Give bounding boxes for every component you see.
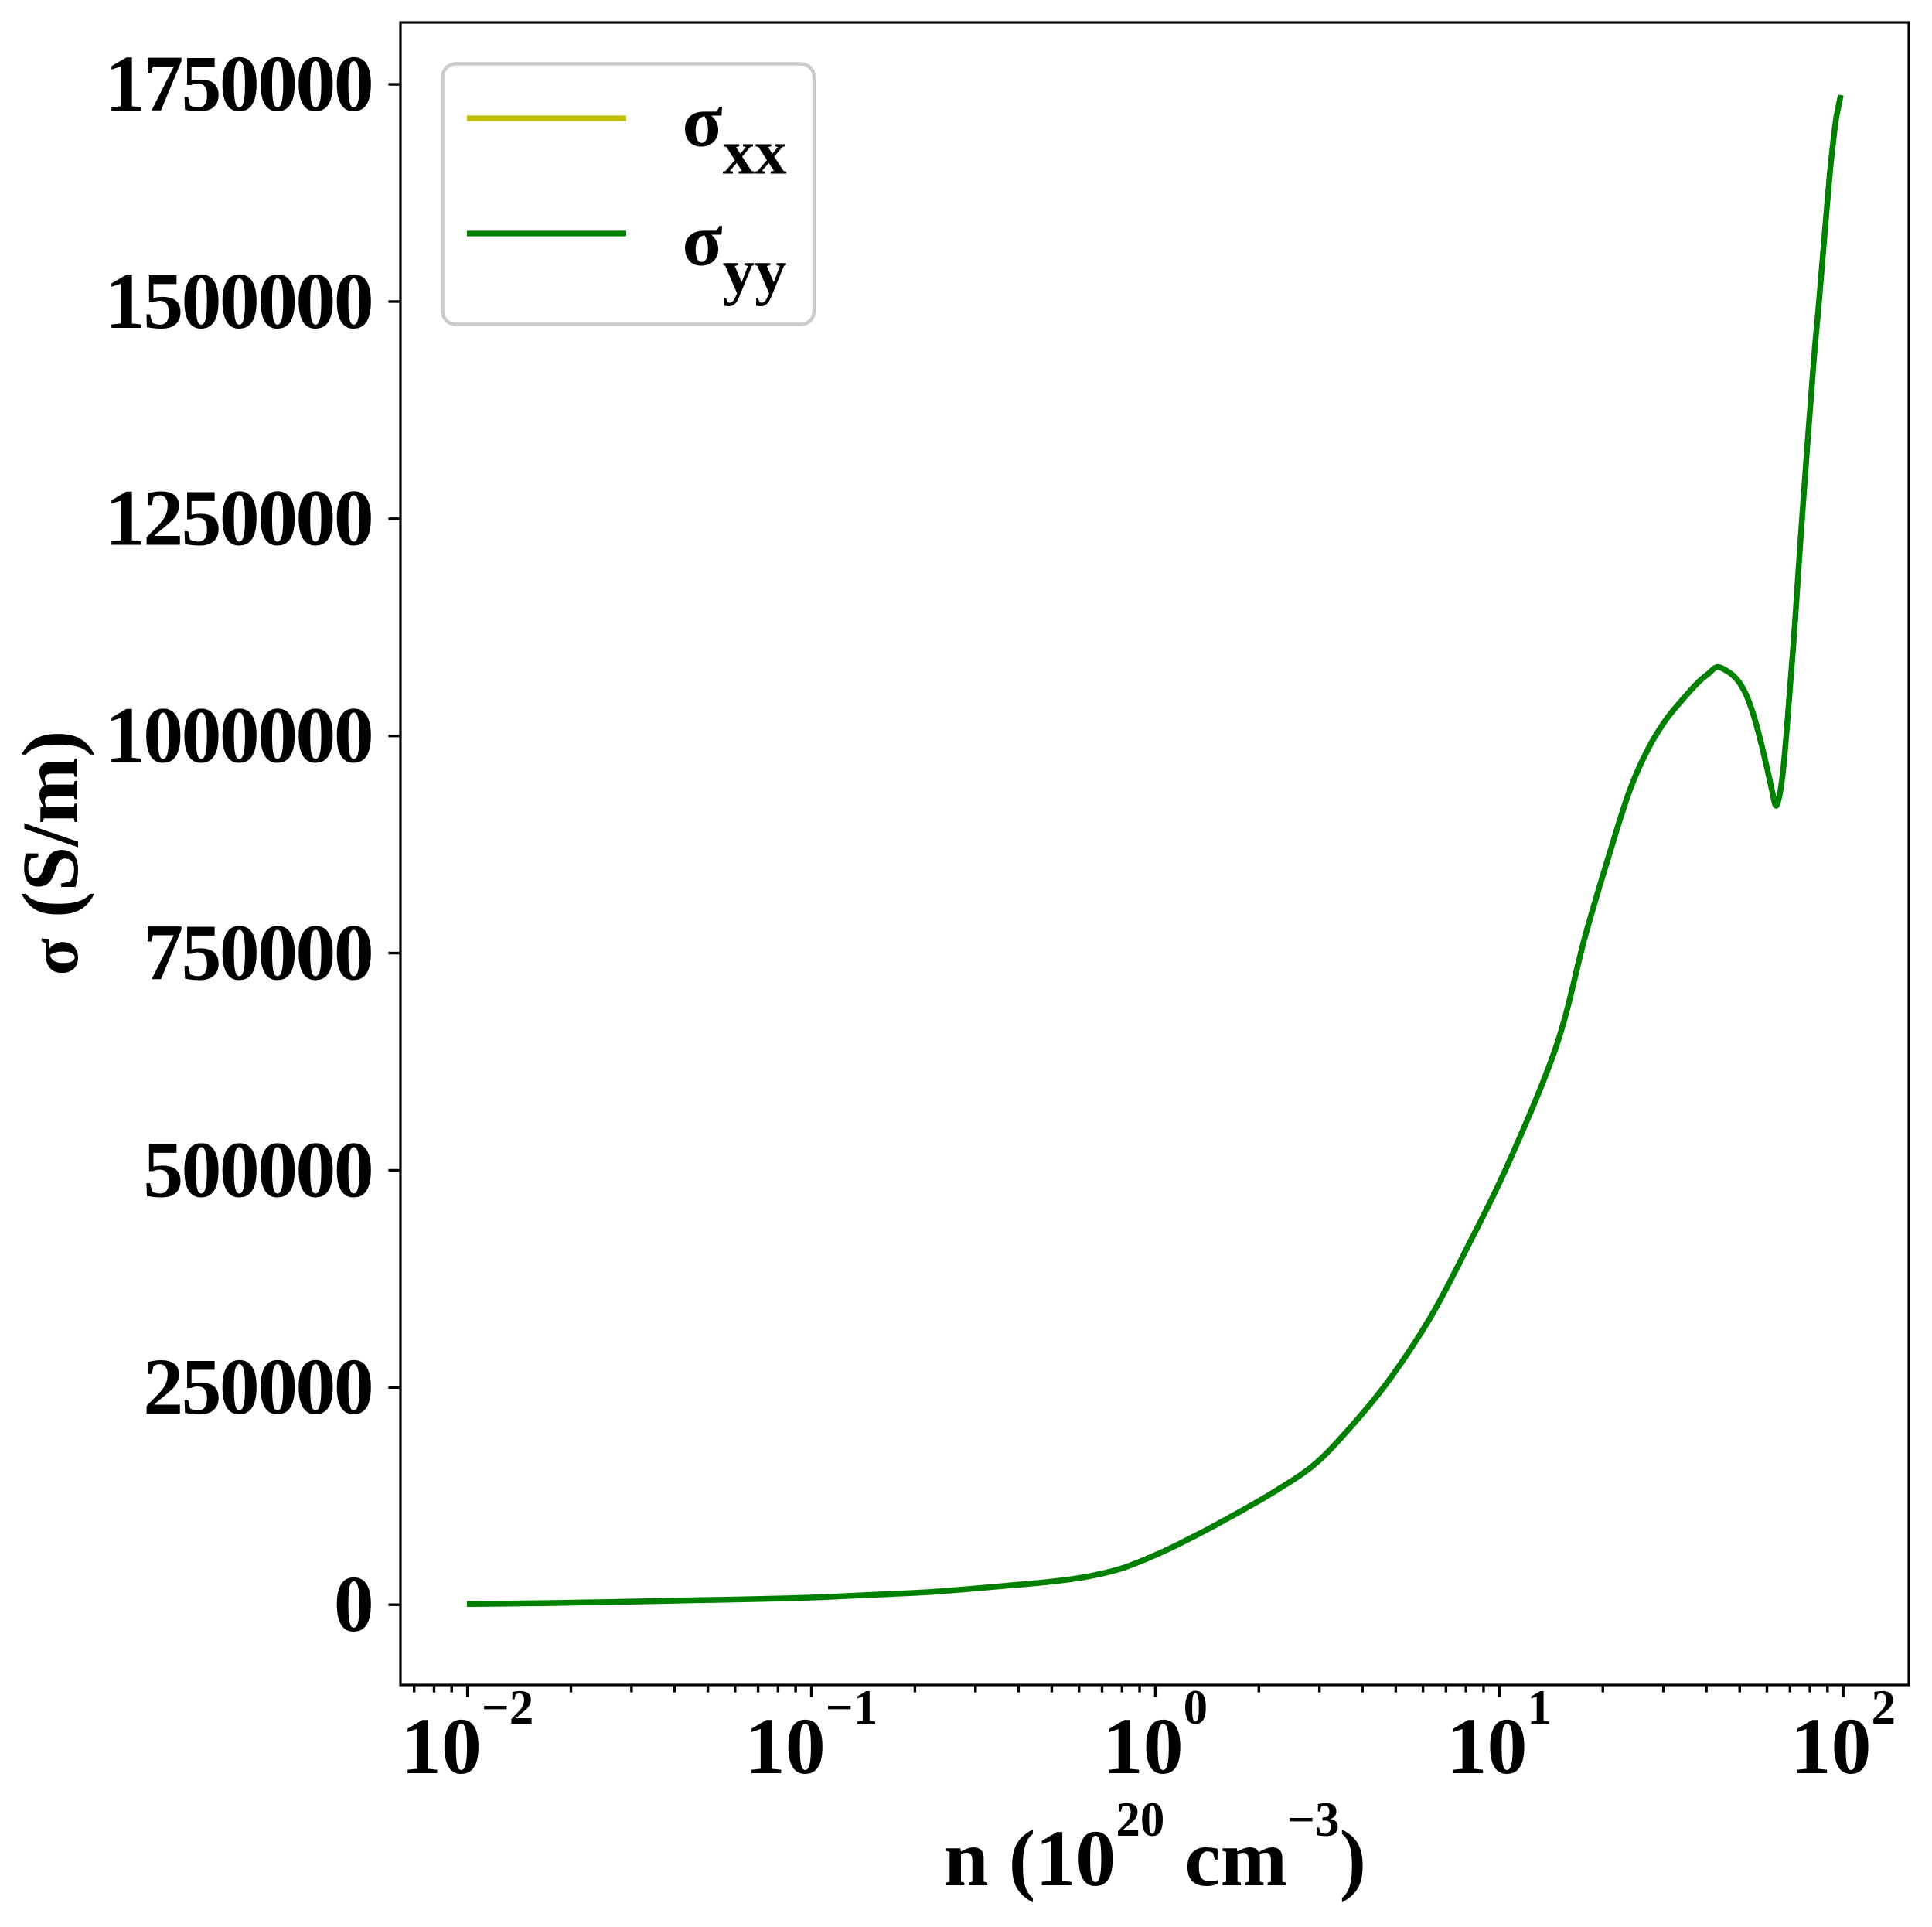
svg-text:1250000: 1250000: [105, 474, 372, 563]
svg-text:1750000: 1750000: [105, 39, 372, 128]
svg-text:0: 0: [334, 1560, 372, 1649]
svg-text:1500000: 1500000: [105, 257, 372, 346]
svg-text:250000: 250000: [143, 1342, 372, 1431]
svg-text:750000: 750000: [143, 909, 372, 998]
svg-text:σ (S/m): σ (S/m): [6, 730, 95, 975]
svg-text:1000000: 1000000: [105, 691, 372, 780]
svg-text:500000: 500000: [143, 1125, 372, 1214]
